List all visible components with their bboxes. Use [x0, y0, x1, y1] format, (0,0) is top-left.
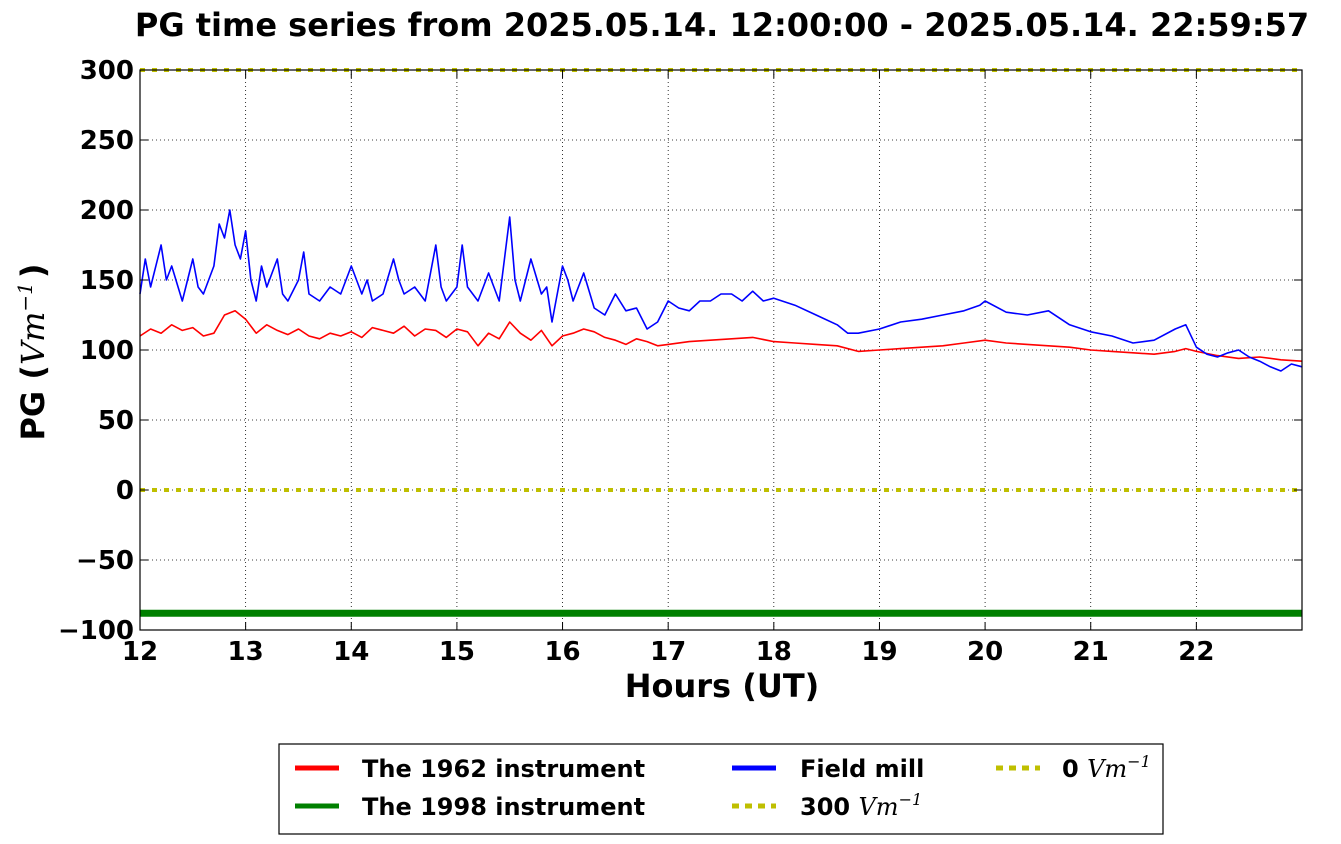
series-field-mill — [139, 209, 1303, 372]
legend-box — [278, 743, 1164, 835]
x-tick-label: 12 — [122, 637, 158, 667]
legend-label-1962: The 1962 instrument — [362, 755, 645, 783]
x-tick-label: 20 — [967, 637, 1003, 667]
legend-label-field-mill: Field mill — [800, 755, 924, 783]
y-tick-label: 150 — [80, 266, 134, 296]
y-tick-label: 250 — [80, 126, 134, 156]
y-tick-label: 0 — [116, 476, 134, 506]
y-axis-label-prefix: PG ( — [14, 365, 52, 440]
x-tick-label: 16 — [544, 637, 580, 667]
legend-label-300-unit: Vm — [858, 793, 898, 821]
series-layer — [139, 68, 1303, 617]
y-tick-label: 100 — [80, 336, 134, 366]
y-tick-label: −50 — [76, 546, 134, 576]
legend-label-0-unit: Vm — [1087, 755, 1127, 783]
y-axis-label-suffix: ) — [14, 263, 52, 278]
y-tick-label: 50 — [98, 406, 134, 436]
x-tick-label: 18 — [756, 637, 792, 667]
y-axis-label-exp: −1 — [13, 282, 37, 311]
legend-label-0: 0 Vm−1 — [1062, 752, 1151, 783]
x-tick-label: 19 — [861, 637, 897, 667]
y-tick-label: 300 — [80, 56, 134, 86]
x-axis-label: Hours (UT) — [625, 667, 820, 705]
chart-title: PG time series from 2025.05.14. 12:00:00… — [135, 6, 1309, 44]
y-tick-label: −100 — [58, 616, 134, 646]
legend-label-300-exp: −1 — [899, 790, 923, 809]
legend: The 1962 instrument The 1998 instrument … — [278, 743, 1164, 835]
y-tick-label: 200 — [80, 196, 134, 226]
ticks: 12 13 14 15 16 17 18 19 20 21 22 −100 −50 0 50 100 150 20… — [58, 56, 1302, 667]
legend-label-300-number: 300 — [800, 793, 850, 821]
legend-label-300: 300 Vm−1 — [800, 790, 922, 821]
legend-label-1998: The 1998 instrument — [362, 793, 645, 821]
legend-label-0-exp: −1 — [1127, 752, 1151, 771]
x-tick-label: 22 — [1178, 637, 1214, 667]
x-tick-label: 14 — [333, 637, 369, 667]
series-1962-instrument — [139, 309, 1303, 362]
x-tick-label: 15 — [439, 637, 475, 667]
grid — [140, 70, 1302, 630]
x-tick-label: 13 — [228, 637, 264, 667]
x-tick-label: 17 — [650, 637, 686, 667]
legend-label-0-number: 0 — [1062, 755, 1079, 783]
x-tick-label: 21 — [1073, 637, 1109, 667]
y-axis-label: PG (Vm−1) — [13, 263, 52, 440]
y-axis-label-unit: Vm — [14, 312, 52, 365]
